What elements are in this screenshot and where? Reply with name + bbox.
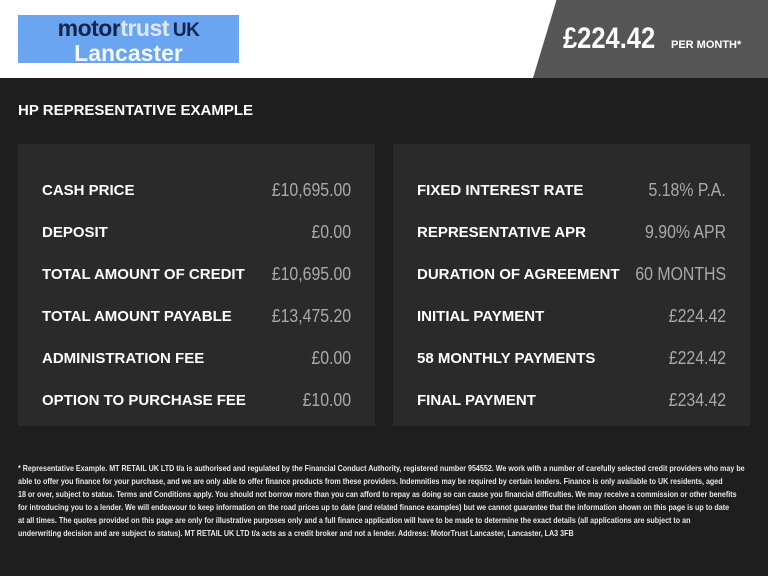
logo-word-motor: motor bbox=[57, 15, 121, 41]
finance-panel-right: FIXED INTEREST RATE 5.18% P.A. REPRESENTA… bbox=[393, 144, 750, 426]
row-label: FINAL PAYMENT bbox=[417, 391, 536, 409]
row-value: £0.00 bbox=[311, 347, 351, 368]
row-label: FIXED INTEREST RATE bbox=[417, 181, 584, 199]
logo-word-uk: UK bbox=[172, 20, 200, 41]
per-month-label: PER MONTH* bbox=[671, 39, 742, 51]
finance-row: TOTAL AMOUNT OF CREDIT £10,695.00 bbox=[42, 253, 351, 295]
finance-row: INITIAL PAYMENT £224.42 bbox=[417, 295, 726, 337]
row-label: TOTAL AMOUNT OF CREDIT bbox=[42, 265, 245, 283]
finance-row: ADMINISTRATION FEE £0.00 bbox=[42, 337, 351, 379]
disclaimer-line: for introducing you to a lender. We will… bbox=[18, 502, 730, 512]
row-value: 9.90% APR bbox=[644, 221, 726, 242]
disclaimer-line: underwriting decision and are subject to… bbox=[18, 528, 574, 538]
row-label: ADMINISTRATION FEE bbox=[42, 349, 205, 367]
row-value: £10,695.00 bbox=[271, 179, 351, 200]
finance-panel-left: CASH PRICE £10,695.00 DEPOSIT £0.00 TOTAL … bbox=[18, 144, 375, 426]
row-value: £10.00 bbox=[302, 389, 351, 410]
row-value: 60 MONTHS bbox=[635, 263, 726, 284]
row-label: CASH PRICE bbox=[42, 181, 135, 199]
finance-row: OPTION TO PURCHASE FEE £10.00 bbox=[42, 379, 351, 421]
row-label: TOTAL AMOUNT PAYABLE bbox=[42, 307, 232, 325]
logo-word-trust: trust bbox=[120, 15, 169, 41]
row-label: INITIAL PAYMENT bbox=[417, 307, 545, 325]
disclaimer: * Representative Example. MT RETAIL UK L… bbox=[18, 462, 768, 540]
row-value: £13,475.20 bbox=[271, 305, 351, 326]
disclaimer-line: at all times. The quotes provided on thi… bbox=[18, 515, 691, 525]
dealer-logo[interactable]: motortrust UK Lancaster bbox=[18, 15, 239, 66]
row-label: 58 MONTHLY PAYMENTS bbox=[417, 349, 596, 367]
price-box bbox=[533, 0, 768, 78]
row-value: £10,695.00 bbox=[271, 263, 351, 284]
disclaimer-line: * Representative Example. MT RETAIL UK L… bbox=[18, 463, 745, 473]
row-value: 5.18% P.A. bbox=[648, 179, 726, 200]
finance-row: DEPOSIT £0.00 bbox=[42, 211, 351, 253]
row-label: REPRESENTATIVE APR bbox=[417, 223, 586, 241]
row-value: £0.00 bbox=[311, 221, 351, 242]
row-label: DEPOSIT bbox=[42, 223, 108, 241]
section-title: HP REPRESENTATIVE EXAMPLE bbox=[18, 102, 254, 119]
row-label: DURATION OF AGREEMENT bbox=[417, 265, 620, 283]
monthly-price: £224.42 bbox=[563, 22, 656, 55]
finance-row: TOTAL AMOUNT PAYABLE £13,475.20 bbox=[42, 295, 351, 337]
finance-row: DURATION OF AGREEMENT 60 MONTHS bbox=[417, 253, 726, 295]
finance-row: 58 MONTHLY PAYMENTS £224.42 bbox=[417, 337, 726, 379]
finance-row: REPRESENTATIVE APR 9.90% APR bbox=[417, 211, 726, 253]
finance-row: CASH PRICE £10,695.00 bbox=[42, 169, 351, 211]
row-label: OPTION TO PURCHASE FEE bbox=[42, 391, 246, 409]
disclaimer-line: able to offer you finance for your purch… bbox=[18, 476, 723, 486]
row-value: £224.42 bbox=[668, 305, 726, 326]
row-value: £234.42 bbox=[668, 389, 726, 410]
logo-location: Lancaster bbox=[74, 40, 183, 66]
header: motortrust UK Lancaster £224.42 PER MONTH… bbox=[0, 0, 768, 78]
finance-row: FINAL PAYMENT £234.42 bbox=[417, 379, 726, 421]
row-value: £224.42 bbox=[668, 347, 726, 368]
finance-row: FIXED INTEREST RATE 5.18% P.A. bbox=[417, 169, 726, 211]
disclaimer-line: 18 or over, subject to status. Terms and… bbox=[18, 489, 737, 499]
